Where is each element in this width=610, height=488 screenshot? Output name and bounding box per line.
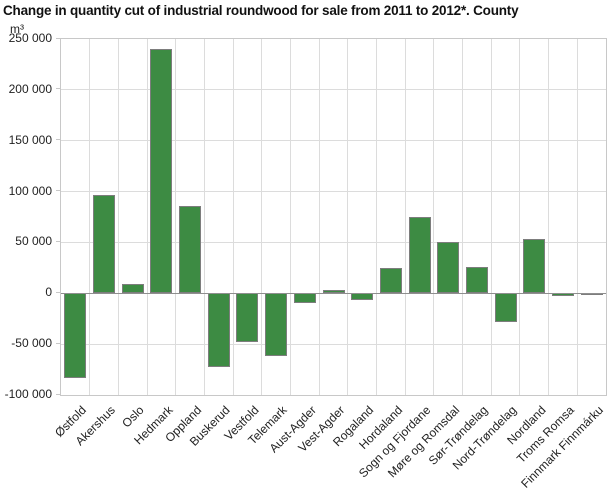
- bar-østfold: [64, 293, 87, 378]
- gridline-vertical: [462, 39, 464, 395]
- gridline-vertical: [117, 39, 119, 395]
- y-tick-mark: [56, 37, 60, 39]
- bar-telemark: [265, 293, 288, 357]
- y-tick-mark: [56, 139, 60, 141]
- y-tick-mark: [56, 291, 60, 293]
- gridline-vertical: [490, 39, 492, 395]
- y-tick-label: 50 000: [15, 234, 52, 249]
- gridline-vertical: [203, 39, 205, 395]
- y-tick-mark: [56, 88, 60, 90]
- gridline-vertical: [318, 39, 320, 395]
- gridline-vertical: [347, 39, 349, 395]
- y-tick-mark: [56, 393, 60, 395]
- gridline-horizontal: [61, 89, 606, 91]
- bar-sør-trøndelag: [465, 266, 488, 294]
- bar-finnmark-finnmárku: [580, 293, 603, 296]
- gridline-vertical: [232, 39, 234, 395]
- gridline-vertical: [519, 39, 521, 395]
- bar-nordland: [523, 239, 546, 294]
- bar-sogn-og-fjordane: [408, 217, 431, 294]
- bar-akershus: [93, 194, 116, 294]
- bar-hedmark: [150, 49, 173, 294]
- chart-title: Change in quantity cut of industrial rou…: [3, 3, 519, 18]
- gridline-vertical: [175, 39, 177, 395]
- gridline-horizontal: [61, 343, 606, 345]
- gridline-vertical: [576, 39, 578, 395]
- y-tick-label: 150 000: [8, 132, 52, 147]
- y-tick-label: 100 000: [8, 183, 52, 198]
- gridline-horizontal: [61, 241, 606, 243]
- gridline-vertical: [146, 39, 148, 395]
- gridline-vertical: [548, 39, 550, 395]
- bar-vest-agder: [322, 290, 345, 294]
- zero-line: [61, 292, 606, 294]
- y-tick-label: 200 000: [8, 81, 52, 96]
- bar-vestfold: [236, 293, 259, 343]
- bar-troms-romsa: [551, 293, 574, 297]
- bar-møre-og-romsdal: [437, 242, 460, 294]
- bar-hordaland: [379, 267, 402, 294]
- plot-area: [60, 38, 607, 396]
- y-tick-mark: [56, 190, 60, 192]
- bar-nord-trøndelag: [494, 293, 517, 322]
- y-axis-unit-label: m³: [10, 22, 24, 36]
- gridline-vertical: [433, 39, 435, 395]
- bar-buskerud: [207, 293, 230, 367]
- y-tick-label: 250 000: [8, 31, 52, 45]
- y-tick-label: -100 000: [4, 387, 52, 401]
- bar-oppland: [179, 205, 202, 294]
- bar-oslo: [121, 284, 144, 294]
- gridline-vertical: [289, 39, 291, 395]
- bar-rogaland: [351, 293, 374, 301]
- gridline-horizontal: [61, 191, 606, 193]
- y-tick-mark: [56, 240, 60, 242]
- gridline-vertical: [376, 39, 378, 395]
- y-tick-label: -50 000: [11, 336, 52, 351]
- y-tick-mark: [56, 342, 60, 344]
- gridline-vertical: [89, 39, 91, 395]
- gridline-horizontal: [61, 140, 606, 142]
- y-tick-label: 0: [45, 285, 52, 300]
- gridline-vertical: [261, 39, 263, 395]
- gridline-vertical: [404, 39, 406, 395]
- bar-aust-agder: [293, 293, 316, 304]
